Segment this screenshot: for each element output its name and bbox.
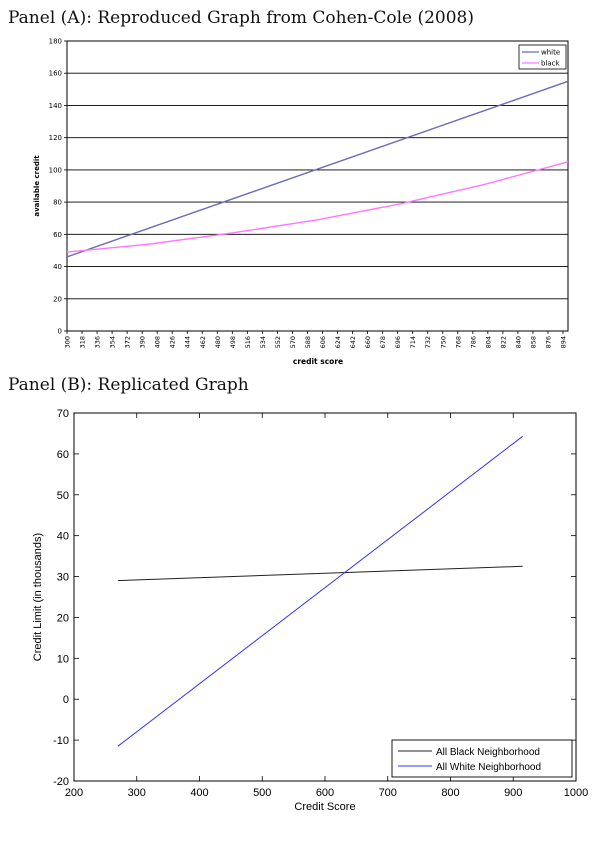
legend-label-black: black bbox=[541, 60, 561, 68]
x-tick-label-a: 354 bbox=[109, 336, 117, 348]
x-tick-label-a: 534 bbox=[259, 336, 267, 348]
y-tick-label-b: 20 bbox=[57, 612, 69, 624]
legend-box-b bbox=[391, 739, 573, 778]
y-tick-label-b: 50 bbox=[57, 490, 69, 502]
y-tick-label-a: 140 bbox=[49, 102, 62, 110]
x-tick-label-b: 500 bbox=[253, 787, 271, 799]
x-tick-label-a: 498 bbox=[229, 336, 237, 348]
y-tick-label-a: 180 bbox=[49, 38, 62, 46]
y-tick-label-a: 160 bbox=[49, 70, 62, 78]
y-tick-label-a: 40 bbox=[53, 263, 62, 271]
y-tick-label-b: -10 bbox=[53, 735, 69, 747]
x-tick-label-b: 800 bbox=[441, 787, 459, 799]
x-tick-label-b: 400 bbox=[190, 787, 208, 799]
x-tick-label-a: 606 bbox=[319, 336, 327, 348]
y-tick-label-b: 70 bbox=[57, 408, 69, 420]
x-tick-label-b: 300 bbox=[128, 787, 146, 799]
legend-label-all-black-neighborhood: All Black Neighborhood bbox=[436, 747, 540, 758]
x-tick-label-a: 696 bbox=[394, 336, 402, 348]
x-tick-label-a: 876 bbox=[544, 336, 552, 348]
x-tick-label-b: 600 bbox=[316, 787, 334, 799]
y-tick-label-a: 0 bbox=[58, 328, 62, 336]
x-tick-label-a: 372 bbox=[124, 336, 132, 348]
x-tick-label-a: 624 bbox=[334, 336, 342, 348]
x-tick-label-a: 804 bbox=[484, 336, 492, 348]
chart-a: 0 20 40 60 80 100 120 140 160 180 300 318 336 354 372 3… bbox=[33, 38, 569, 366]
x-tick-label-a: 570 bbox=[289, 336, 297, 348]
y-tick-label-b: 60 bbox=[57, 449, 69, 461]
y-tick-label-b: 30 bbox=[57, 572, 69, 584]
x-tick-label-a: 894 bbox=[559, 336, 567, 348]
x-tick-label-a: 318 bbox=[79, 336, 87, 348]
series-line-all-black-neighborhood bbox=[117, 565, 523, 582]
x-tick-label-a: 858 bbox=[529, 336, 537, 348]
y-tick-label-a: 60 bbox=[53, 231, 62, 239]
x-tick-label-a: 552 bbox=[274, 336, 282, 348]
x-tick-label-b: 900 bbox=[504, 787, 522, 799]
x-tick-label-a: 750 bbox=[439, 336, 447, 348]
x-tick-label-a: 678 bbox=[379, 336, 387, 348]
y-tick-label-a: 80 bbox=[53, 199, 62, 207]
y-tick-label-b: 10 bbox=[57, 653, 69, 665]
x-tick-label-a: 840 bbox=[514, 336, 522, 348]
series-line-white bbox=[66, 80, 569, 258]
x-tick-label-a: 768 bbox=[454, 336, 462, 348]
x-tick-label-a: 642 bbox=[349, 336, 357, 348]
x-tick-label-a: 732 bbox=[424, 336, 432, 348]
y-tick-label-b: 40 bbox=[57, 531, 69, 543]
series-line-black bbox=[66, 161, 569, 253]
x-tick-label-a: 390 bbox=[139, 336, 147, 348]
x-tick-label-a: 660 bbox=[364, 336, 372, 348]
panel-a-title: Panel (A): Reproduced Graph from Cohen-C… bbox=[8, 8, 475, 28]
y-tick-label-b: -20 bbox=[53, 776, 69, 788]
y-axis-label-a: available credit bbox=[33, 155, 41, 217]
legend-box-a bbox=[518, 44, 567, 70]
y-tick-label-b: 0 bbox=[63, 694, 69, 706]
x-tick-label-a: 714 bbox=[409, 336, 417, 348]
x-tick-label-b: 200 bbox=[65, 787, 83, 799]
x-tick-label-a: 408 bbox=[154, 336, 162, 348]
x-tick-label-a: 480 bbox=[214, 336, 222, 348]
x-tick-label-a: 426 bbox=[169, 336, 177, 348]
x-tick-label-b: 700 bbox=[379, 787, 397, 799]
x-axis-label-b: Credit Score bbox=[294, 801, 355, 813]
x-tick-label-b: 1000 bbox=[564, 787, 588, 799]
legend-label-all-white-neighborhood: All White Neighborhood bbox=[436, 762, 541, 773]
y-axis-label-b: Credit Limit (in thousands) bbox=[32, 533, 44, 661]
x-tick-label-a: 822 bbox=[499, 336, 507, 348]
x-tick-label-a: 336 bbox=[94, 336, 102, 348]
x-tick-label-a: 300 bbox=[64, 336, 72, 348]
x-tick-label-a: 786 bbox=[469, 336, 477, 348]
x-tick-label-a: 588 bbox=[304, 336, 312, 348]
x-tick-label-a: 444 bbox=[184, 336, 192, 348]
y-tick-label-a: 120 bbox=[49, 134, 62, 142]
y-tick-label-a: 100 bbox=[49, 166, 62, 174]
y-tick-label-a: 20 bbox=[53, 295, 62, 303]
plot-area-b bbox=[73, 412, 577, 782]
x-tick-label-a: 462 bbox=[199, 336, 207, 348]
x-tick-label-a: 516 bbox=[244, 336, 252, 348]
x-axis-label-a: credit score bbox=[293, 357, 343, 366]
series-line-all-white-neighborhood bbox=[117, 435, 524, 747]
plot-area-a bbox=[66, 40, 569, 332]
panel-b-title: Panel (B): Replicated Graph bbox=[8, 375, 249, 395]
legend-label-white: white bbox=[541, 49, 560, 57]
